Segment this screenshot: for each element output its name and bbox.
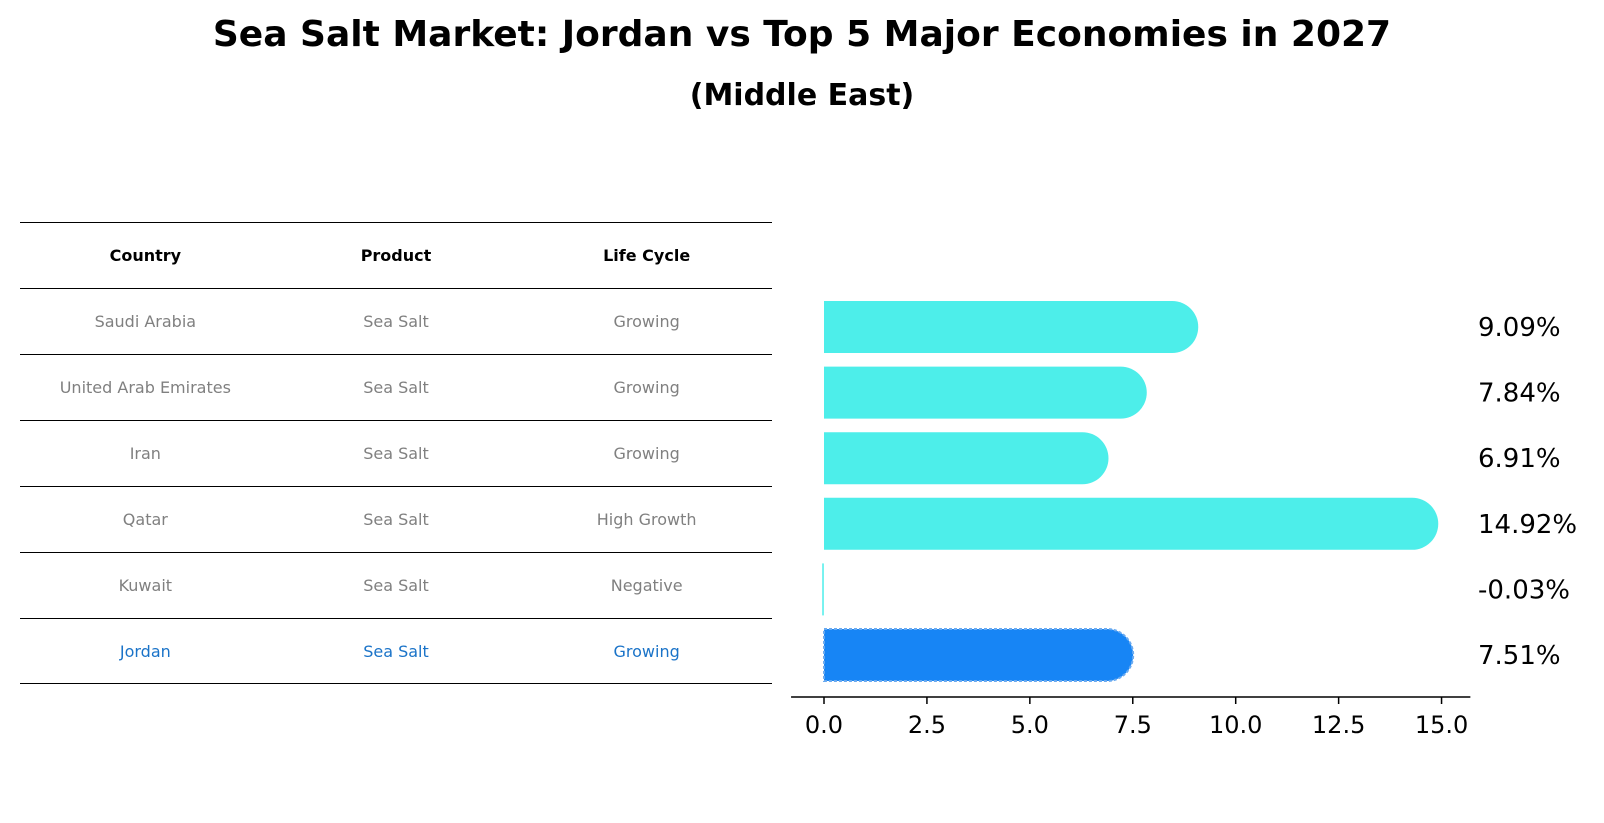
column-header-life-cycle: Life Cycle: [603, 246, 691, 265]
cell-life-cycle: Growing: [613, 312, 680, 331]
bar-highlighted: [823, 628, 1135, 682]
cell-country: Kuwait: [118, 576, 173, 595]
column-header-product: Product: [360, 246, 432, 265]
bar: [822, 563, 824, 616]
table-row: Saudi Arabia Sea Salt Growing: [20, 288, 772, 354]
bar-value-label: 7.51%: [1478, 641, 1561, 671]
chart-title: Sea Salt Market: Jordan vs Top 5 Major E…: [212, 14, 1392, 55]
bar-value-label: 9.09%: [1478, 313, 1561, 343]
cell-product: Sea Salt: [363, 510, 429, 529]
cell-country: Saudi Arabia: [94, 312, 197, 331]
cell-country: Qatar: [122, 510, 168, 529]
cell-life-cycle: High Growth: [596, 510, 697, 529]
cell-product: Sea Salt: [363, 444, 429, 463]
table-row: Qatar Sea Salt High Growth: [20, 486, 772, 552]
table-row: United Arab Emirates Sea Salt Growing: [20, 354, 772, 420]
bar-value-label: 7.84%: [1478, 379, 1561, 409]
cell-life-cycle: Growing: [613, 444, 680, 463]
cell-product: Sea Salt: [363, 641, 429, 661]
bar: [824, 366, 1147, 419]
x-tick-label: 5.0: [1011, 711, 1049, 739]
table-header-row: Country Product Life Cycle: [20, 222, 772, 288]
column-header-country: Country: [109, 246, 182, 265]
cell-country: Jordan: [119, 641, 171, 661]
cell-product: Sea Salt: [363, 576, 429, 595]
x-tick-label: 15.0: [1415, 711, 1468, 739]
table-row: Kuwait Sea Salt Negative: [20, 552, 772, 618]
cell-product: Sea Salt: [363, 312, 429, 331]
x-tick-label: 2.5: [908, 711, 946, 739]
data-table: Country Product Life Cycle Saudi Arabia …: [20, 222, 772, 684]
cell-life-cycle: Growing: [613, 641, 680, 661]
x-tick-label: 7.5: [1114, 711, 1152, 739]
cell-country: United Arab Emirates: [59, 378, 231, 397]
bar-value-label: -0.03%: [1478, 575, 1570, 605]
cell-life-cycle: Negative: [610, 576, 683, 595]
chart-subtitle: (Middle East): [689, 78, 915, 113]
bar: [824, 301, 1199, 353]
cell-life-cycle: Growing: [613, 378, 680, 397]
cell-country: Iran: [129, 444, 161, 463]
table-row: Iran Sea Salt Growing: [20, 420, 772, 486]
bar-value-label: 14.92%: [1478, 510, 1577, 540]
cell-product: Sea Salt: [363, 378, 429, 397]
table-row-highlighted: Jordan Sea Salt Growing: [20, 618, 772, 684]
x-tick-label: 12.5: [1312, 711, 1365, 739]
bar: [824, 432, 1109, 485]
x-tick-label: 10.0: [1209, 711, 1262, 739]
bar-value-label: 6.91%: [1478, 444, 1561, 474]
bar: [824, 497, 1439, 550]
x-tick-label: 0.0: [805, 711, 843, 739]
